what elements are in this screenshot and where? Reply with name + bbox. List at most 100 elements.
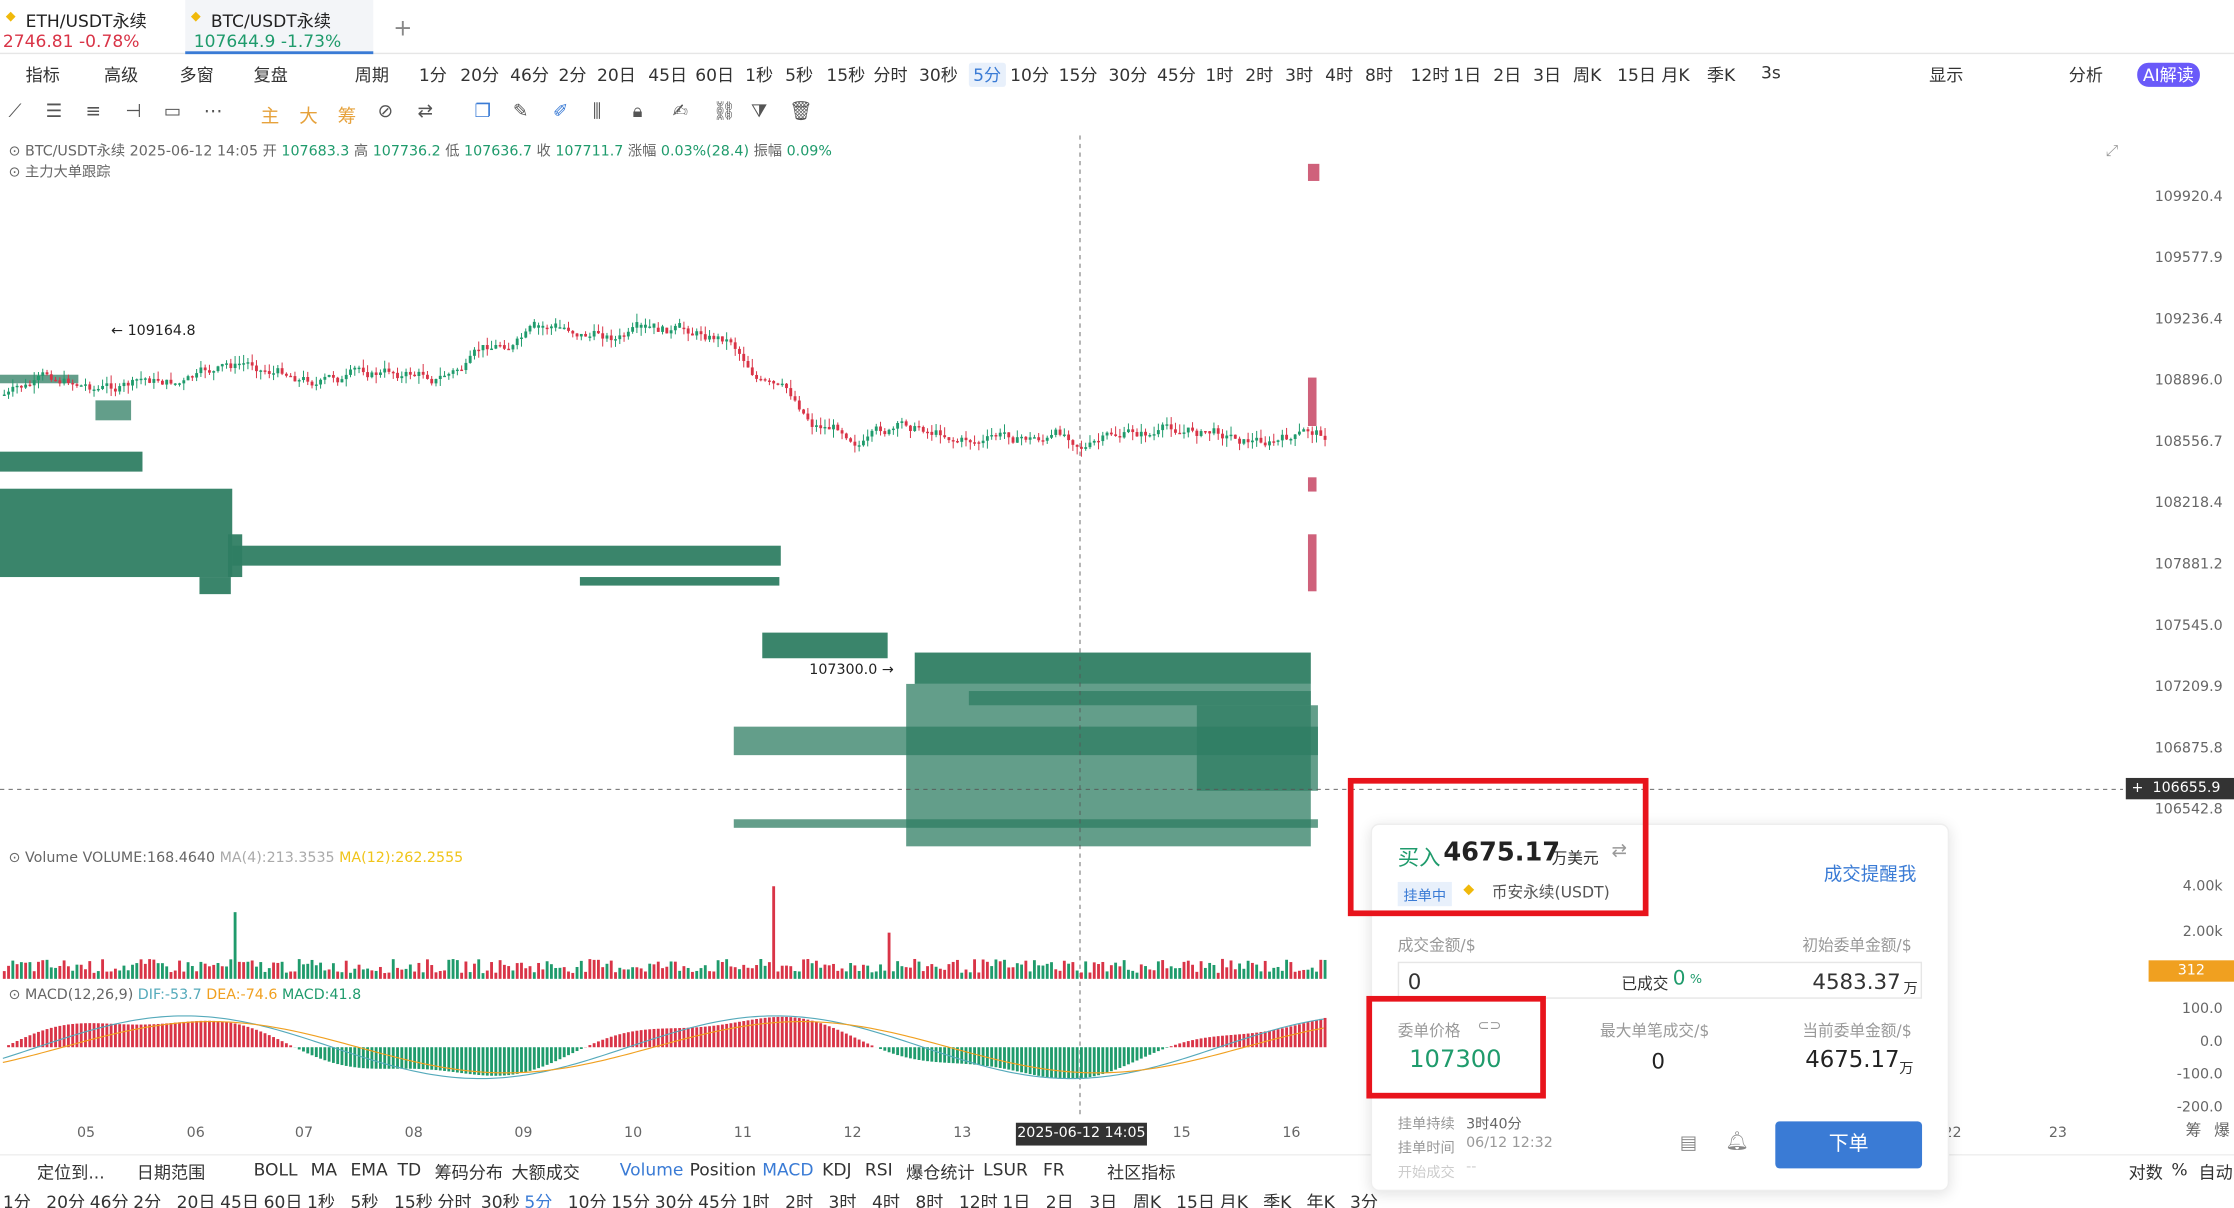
fullscreen-icon[interactable]: ⤢ <box>2105 141 2119 160</box>
bottom-period-16[interactable]: 45分 <box>698 1192 738 1208</box>
indicator-right[interactable]: 自动 <box>2198 1162 2233 1183</box>
hline-tool-icon[interactable]: ☰ <box>45 101 63 123</box>
measure-tool-icon[interactable]: ⇄ <box>417 101 434 123</box>
indicator-1[interactable]: 日期范围 <box>136 1162 206 1183</box>
cross-tool-icon[interactable]: ⊣ <box>125 101 142 123</box>
bell-icon[interactable]: 🔔︎ <box>1725 1131 1749 1153</box>
bottom-period-5[interactable]: 45日 <box>220 1192 260 1208</box>
collapse-icon[interactable]: ⊙ <box>8 165 21 181</box>
toolbar-item-31[interactable]: 周K <box>1572 65 1602 86</box>
candle-tool-icon[interactable]: ⫼ <box>592 101 602 123</box>
bottom-period-6[interactable]: 60日 <box>263 1192 303 1208</box>
bottom-period-7[interactable]: 1秒 <box>307 1192 336 1208</box>
bottom-period-13[interactable]: 10分 <box>567 1192 607 1208</box>
toolbar-item-15[interactable]: 分时 <box>873 65 908 86</box>
toolbar-item-3[interactable]: 复盘 <box>253 65 288 86</box>
channel-tool-icon[interactable]: ≡ <box>85 101 102 123</box>
toolbar-item-36[interactable]: 显示 <box>1929 65 1964 86</box>
ruler-tool-icon[interactable]: ⊘ <box>377 101 394 123</box>
bottom-period-18[interactable]: 2时 <box>785 1192 814 1208</box>
liq-vertical-label[interactable]: 爆 <box>2214 1121 2230 1140</box>
toolbar-item-2[interactable]: 多窗 <box>179 65 214 86</box>
toolbar-item-23[interactable]: 2时 <box>1245 65 1274 86</box>
toolbar-item-27[interactable]: 12时 <box>1410 65 1450 86</box>
indicator-right[interactable]: % <box>2171 1159 2188 1180</box>
toggle-icon[interactable]: ⊂⊃ <box>1477 1018 1502 1035</box>
toolbar-item-32[interactable]: 15日 <box>1617 65 1657 86</box>
toolbar-item-9[interactable]: 20日 <box>596 65 636 86</box>
indicator-4[interactable]: EMA <box>350 1159 388 1180</box>
edit-tool-icon[interactable]: ✍ <box>672 101 689 123</box>
toolbar-item-1[interactable]: 高级 <box>104 65 139 86</box>
indicator-3[interactable]: MA <box>310 1159 338 1180</box>
toolbar-item-11[interactable]: 60日 <box>695 65 735 86</box>
collapse-icon[interactable]: ⊙ <box>8 143 21 160</box>
toolbar-item-29[interactable]: 2日 <box>1493 65 1522 86</box>
lock-tool-icon[interactable]: 🔒︎ <box>632 101 643 123</box>
toolbar-item-8[interactable]: 2分 <box>558 65 587 86</box>
toolbar-item-26[interactable]: 8时 <box>1364 65 1393 86</box>
toolbar-item-21[interactable]: 45分 <box>1156 65 1196 86</box>
bottom-period-19[interactable]: 3时 <box>828 1192 857 1208</box>
indicator-8[interactable]: Volume <box>619 1159 684 1180</box>
bottom-period-27[interactable]: 15日 <box>1176 1192 1216 1208</box>
bottom-period-14[interactable]: 15分 <box>611 1192 651 1208</box>
bottom-period-20[interactable]: 4时 <box>871 1192 900 1208</box>
bottom-period-2[interactable]: 46分 <box>89 1192 129 1208</box>
toolbar-item-0[interactable]: 指标 <box>25 65 60 86</box>
toolbar-item-25[interactable]: 4时 <box>1325 65 1354 86</box>
bottom-period-10[interactable]: 分时 <box>437 1192 472 1208</box>
more-tool-icon[interactable]: ⋯ <box>203 101 223 123</box>
rect-tool-icon[interactable]: ▭ <box>163 101 182 123</box>
swap-icon[interactable]: ⇄ <box>1611 840 1627 863</box>
toolbar-item-34[interactable]: 季K <box>1706 65 1736 86</box>
bottom-period-17[interactable]: 1时 <box>741 1192 770 1208</box>
big-order-tool[interactable]: 大 <box>299 106 318 129</box>
indicator-15[interactable]: FR <box>1042 1159 1065 1180</box>
indicator-2[interactable]: BOLL <box>253 1159 298 1180</box>
toolbar-item-14[interactable]: 15秒 <box>826 65 866 86</box>
toolbar-item-12[interactable]: 1秒 <box>745 65 774 86</box>
bottom-period-9[interactable]: 15秒 <box>393 1192 433 1208</box>
bottom-period-4[interactable]: 20日 <box>176 1192 216 1208</box>
trade-alert-link[interactable]: 成交提醒我 <box>1823 864 1917 887</box>
toolbar-item-17[interactable]: 5分 <box>968 62 1006 87</box>
bottom-period-3[interactable]: 2分 <box>133 1192 162 1208</box>
chip-tool[interactable]: 筹 <box>337 106 357 129</box>
indicator-7[interactable]: 大额成交 <box>511 1162 580 1183</box>
toolbar-item-35[interactable]: 3s <box>1761 62 1781 83</box>
bottom-period-28[interactable]: 月K <box>1219 1192 1248 1208</box>
indicator-16[interactable]: 社区指标 <box>1107 1162 1176 1183</box>
bottom-period-30[interactable]: 年K <box>1306 1192 1335 1208</box>
main-force-tool[interactable]: 主 <box>260 106 280 129</box>
indicator-13[interactable]: 爆仓统计 <box>906 1162 975 1183</box>
toolbar-item-13[interactable]: 5秒 <box>785 65 814 86</box>
indicator-14[interactable]: LSUR <box>983 1159 1028 1180</box>
bottom-period-24[interactable]: 2日 <box>1045 1192 1074 1208</box>
bottom-period-0[interactable]: 1分 <box>2 1192 31 1208</box>
bottom-period-21[interactable]: 8时 <box>915 1192 944 1208</box>
bottom-period-23[interactable]: 1日 <box>1002 1192 1031 1208</box>
indicator-12[interactable]: RSI <box>864 1159 893 1180</box>
tab-btc[interactable]: ◆ BTC/USDT永续 107644.9 -1.73% <box>185 0 374 55</box>
indicator-right[interactable]: 对数 <box>2128 1162 2163 1183</box>
bottom-period-12[interactable]: 5分 <box>524 1192 553 1208</box>
bottom-period-11[interactable]: 30秒 <box>480 1192 520 1208</box>
toolbar-item-4[interactable]: 周期 <box>354 65 389 86</box>
toolbar-item-6[interactable]: 20分 <box>460 65 500 86</box>
line-tool-icon[interactable]: ⟋ <box>8 101 22 123</box>
chart-canvas[interactable] <box>0 135 2234 1151</box>
bottom-period-22[interactable]: 12时 <box>958 1192 998 1208</box>
chip-vertical-label[interactable]: 筹 <box>2185 1121 2202 1140</box>
indicator-0[interactable]: 定位到... <box>37 1162 105 1183</box>
toolbar-item-16[interactable]: 30秒 <box>918 65 958 86</box>
copy-tool-icon[interactable]: ❐ <box>474 101 492 123</box>
toolbar-item-7[interactable]: 46分 <box>510 65 549 86</box>
pencil-tool-icon[interactable]: ✎ <box>512 101 529 123</box>
toolbar-item-22[interactable]: 1时 <box>1205 65 1234 86</box>
link-tool-icon[interactable]: ⛓ <box>712 101 736 123</box>
indicator-5[interactable]: TD <box>397 1159 422 1180</box>
indicator-6[interactable]: 筹码分布 <box>434 1162 503 1183</box>
bottom-period-15[interactable]: 30分 <box>654 1192 694 1208</box>
toolbar-item-10[interactable]: 45日 <box>648 65 688 86</box>
